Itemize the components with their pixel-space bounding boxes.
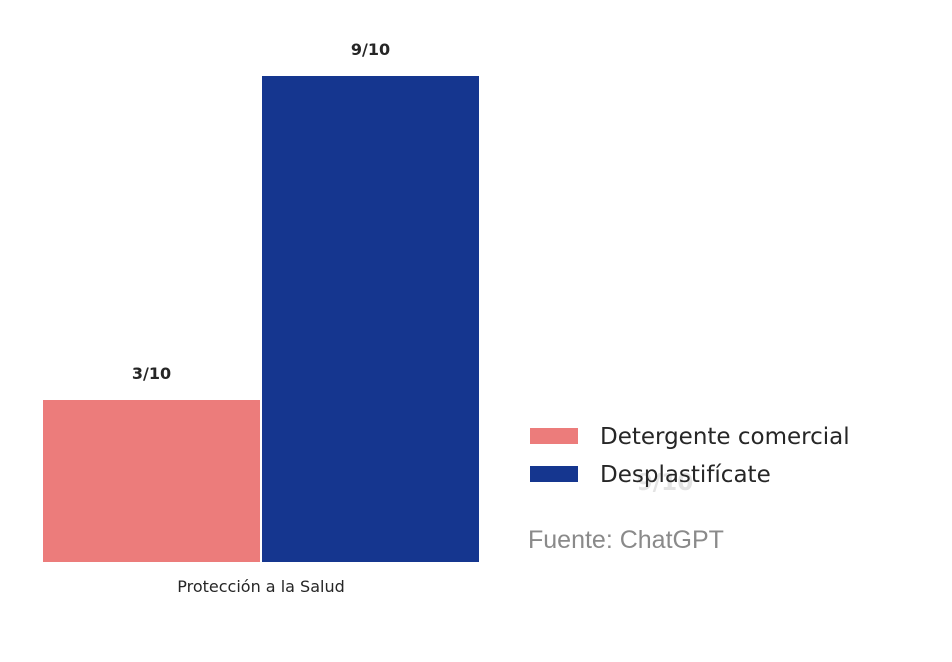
bar-desplastificate [262, 76, 479, 562]
source-note: Fuente: ChatGPT [528, 526, 724, 554]
bar-value-label: 9/10 [351, 40, 390, 59]
bar-value-label: 3/10 [132, 364, 171, 383]
bar-detergente-comercial [43, 400, 260, 562]
category-labels-layer: Protección a la Salud [177, 577, 344, 596]
legend-label-desplastificate: Desplastifícate [600, 462, 771, 488]
value-labels-layer: 3/10 9/10 [132, 40, 390, 383]
bars-layer [43, 76, 479, 562]
x-tick-label: Protección a la Salud [177, 577, 344, 596]
chart-legend: Detergente comercial Desplastifícate [530, 424, 850, 488]
legend-swatch-desplastificate [530, 466, 578, 482]
faint-background-value: 9/10 [637, 470, 693, 496]
legend-label-detergente: Detergente comercial [600, 424, 850, 450]
legend-swatch-detergente [530, 428, 578, 444]
